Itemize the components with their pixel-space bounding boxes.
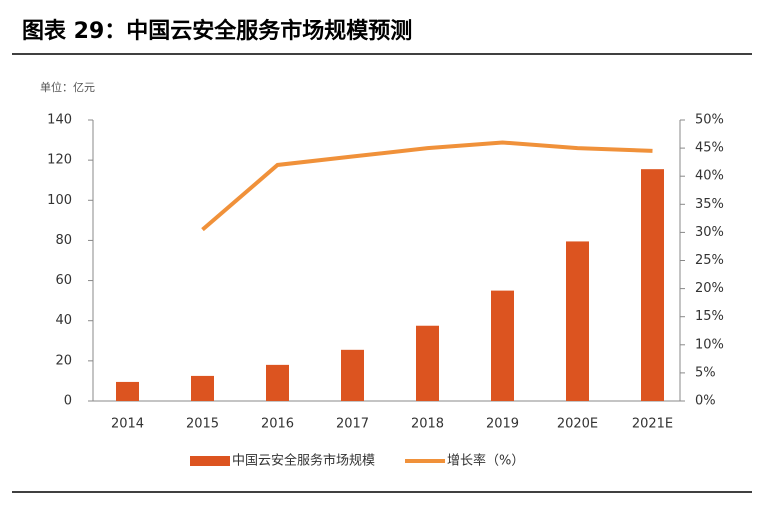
bar — [116, 381, 139, 401]
y-tick-label: 40 — [55, 313, 72, 328]
y2-tick-label: 45% — [695, 141, 724, 156]
y2-tick-label: 15% — [695, 309, 724, 324]
y-tick-label: 140 — [47, 113, 72, 128]
x-tick-label: 2016 — [261, 417, 294, 432]
bar — [266, 364, 289, 401]
y2-tick-label: 30% — [695, 225, 724, 240]
legend-label: 增长率（%） — [447, 453, 524, 469]
unit-label: 单位：亿元 — [40, 80, 95, 94]
bar — [491, 290, 514, 401]
y2-tick-label: 50% — [695, 113, 724, 128]
x-tick-label: 2017 — [336, 417, 369, 432]
x-tick-label: 2019 — [486, 417, 519, 432]
y2-tick-label: 10% — [695, 337, 724, 352]
y-tick-label: 120 — [47, 153, 72, 168]
y2-tick-label: 0% — [695, 394, 716, 409]
x-tick-label: 2020E — [557, 417, 598, 432]
bar — [566, 241, 589, 401]
legend-swatch — [190, 456, 230, 466]
x-tick-label: 2015 — [186, 417, 219, 432]
y-tick-label: 20 — [55, 353, 72, 368]
legend-label: 中国云安全服务市场规模 — [232, 453, 375, 469]
line — [201, 140, 653, 232]
x-tick-label: 2014 — [111, 417, 144, 432]
y-tick-label: 80 — [55, 233, 72, 248]
page-title: 图表 29：中国云安全服务市场规模预测 — [22, 18, 412, 44]
y2-tick-label: 40% — [695, 169, 724, 184]
x-tick-label: 2021E — [632, 417, 673, 432]
x-tick-label: 2018 — [411, 417, 444, 432]
y2-tick-label: 5% — [695, 365, 716, 380]
y-tick-label: 100 — [47, 193, 72, 208]
bar — [341, 349, 364, 401]
y2-tick-label: 20% — [695, 281, 724, 296]
bar — [191, 375, 214, 401]
y2-tick-label: 35% — [695, 197, 724, 212]
y-tick-label: 0 — [64, 394, 72, 409]
bar — [641, 169, 664, 401]
y-tick-label: 60 — [55, 273, 72, 288]
y2-tick-label: 25% — [695, 253, 724, 268]
bar — [416, 325, 439, 401]
